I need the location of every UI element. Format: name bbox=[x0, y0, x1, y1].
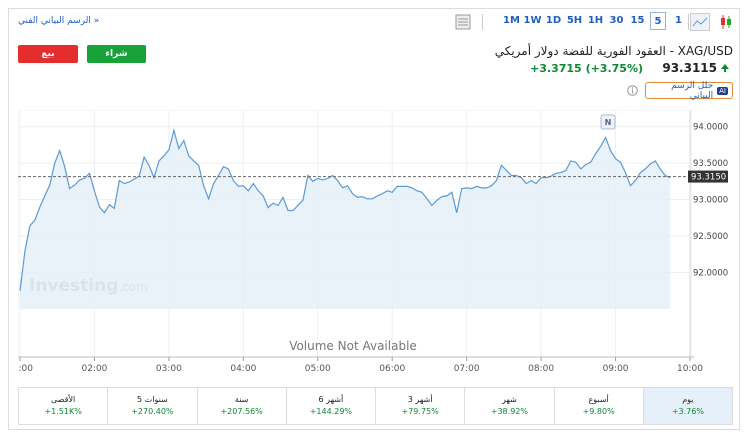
volume-note: Volume Not Available bbox=[289, 339, 417, 353]
performance-cell[interactable]: 3 أشهر +79.75% bbox=[375, 388, 464, 424]
x-tick-label: 02:00 bbox=[81, 364, 107, 374]
x-tick-label: 08:00 bbox=[528, 364, 554, 374]
period-change: +38.92% bbox=[490, 407, 528, 416]
x-tick-label: 01:00 bbox=[18, 364, 33, 374]
ai-label: حلل الرسم البياني bbox=[671, 80, 714, 101]
timeframe-button[interactable]: 15 bbox=[630, 15, 645, 26]
price-change: +3.3715 (+3.75%) bbox=[530, 62, 643, 75]
timeframe-button[interactable]: 1H bbox=[587, 15, 604, 26]
ai-badge: AI bbox=[717, 86, 728, 95]
performance-cell[interactable]: أسبوع +9.80% bbox=[553, 388, 643, 424]
period-label: 6 أشهر bbox=[318, 395, 344, 404]
x-tick-label: 05:00 bbox=[305, 364, 331, 374]
technical-chart-link[interactable]: الرسم البياني الفني » bbox=[18, 16, 100, 26]
price: 93.3115 bbox=[662, 61, 717, 75]
timeframe-button[interactable]: 30 bbox=[609, 15, 624, 26]
performance-cell[interactable]: 5 سنوات +270.40% bbox=[107, 388, 196, 424]
news-marker: N bbox=[605, 118, 612, 127]
instrument-title: XAG/USD - العقود الفورية للفضة دولار أمر… bbox=[494, 44, 733, 58]
y-tick-label: 93.0000 bbox=[693, 196, 728, 206]
x-tick-label: 03:00 bbox=[156, 364, 182, 374]
period-label: 3 أشهر bbox=[407, 395, 433, 404]
period-label: يوم bbox=[682, 395, 694, 404]
x-tick-label: 09:00 bbox=[603, 364, 629, 374]
period-label: سنة bbox=[234, 395, 249, 404]
area-fill bbox=[20, 130, 671, 309]
news-marker-box bbox=[600, 114, 616, 130]
x-tick-label: 06:00 bbox=[379, 364, 405, 374]
performance-cell[interactable]: 6 أشهر +144.29% bbox=[285, 388, 375, 424]
timeframe-button[interactable]: 1D bbox=[545, 15, 562, 26]
period-change: +3.76% bbox=[671, 407, 704, 416]
y-tick-label: 92.0000 bbox=[693, 269, 728, 279]
performance-cell[interactable]: سنة +207.56% bbox=[196, 388, 286, 424]
period-change: +144.29% bbox=[309, 407, 353, 416]
timeframe-button[interactable]: 1 bbox=[675, 15, 682, 26]
timeframes: 1M 1W 1D 5H 1H 30 15 5 1 bbox=[501, 12, 689, 30]
x-tick-label: 07:00 bbox=[454, 364, 480, 374]
change: +3.3715 bbox=[530, 62, 582, 75]
buy-button[interactable]: شراء bbox=[87, 45, 146, 63]
period-change: +207.56% bbox=[220, 407, 263, 416]
last-price-box bbox=[688, 170, 728, 183]
period-label: أسبوع bbox=[588, 395, 609, 404]
y-tick-label: 92.5000 bbox=[693, 232, 728, 242]
performance-table: يوم +3.76% أسبوع +9.80% شهر +38.92% 3 أشهر +79.… bbox=[18, 387, 733, 425]
sell-button[interactable]: بيع bbox=[18, 45, 78, 63]
change-percent: (+3.75%) bbox=[585, 62, 643, 75]
y-tick-label: 94.0000 bbox=[693, 123, 728, 133]
chart: 01:00 02:00 03:00 04:00 05:00 06:00 07:00 08:00… bbox=[18, 110, 728, 374]
price-line bbox=[19, 127, 671, 291]
line-chart-icon[interactable] bbox=[690, 13, 710, 31]
info-icon[interactable] bbox=[627, 85, 638, 96]
performance-cell[interactable]: يوم +3.76% bbox=[642, 388, 732, 424]
period-change: +270.40% bbox=[131, 407, 174, 416]
widget-frame bbox=[8, 8, 740, 430]
period-change: +1.51K% bbox=[44, 407, 82, 416]
performance-cell[interactable]: الأقصى +1.51K% bbox=[19, 388, 107, 424]
timeframe-button[interactable]: 1W bbox=[523, 15, 542, 26]
last-price-label: 93.3150 bbox=[691, 173, 726, 183]
calendar-icon[interactable] bbox=[455, 14, 471, 30]
separator bbox=[688, 14, 689, 30]
up-arrow bbox=[721, 64, 729, 72]
performance-cell[interactable]: شهر +38.92% bbox=[464, 388, 553, 424]
separator bbox=[482, 14, 483, 30]
candle-icon[interactable] bbox=[718, 13, 734, 31]
period-label: شهر bbox=[501, 395, 517, 404]
y-tick-label: 93.5000 bbox=[693, 159, 728, 169]
period-change: +9.80% bbox=[582, 407, 615, 416]
x-tick-label: 10:00 bbox=[677, 364, 703, 374]
timeframe-button[interactable]: 5 bbox=[650, 12, 666, 30]
period-label: الأقصى bbox=[51, 395, 76, 404]
ai-analyze-button[interactable]: AI حلل الرسم البياني bbox=[645, 80, 733, 101]
x-tick-label: 04:00 bbox=[230, 364, 256, 374]
timeframe-button[interactable]: 1M bbox=[503, 15, 520, 26]
timeframe-button[interactable]: 5H bbox=[566, 15, 583, 26]
period-change: +79.75% bbox=[401, 407, 439, 416]
period-label: 5 سنوات bbox=[137, 395, 168, 404]
